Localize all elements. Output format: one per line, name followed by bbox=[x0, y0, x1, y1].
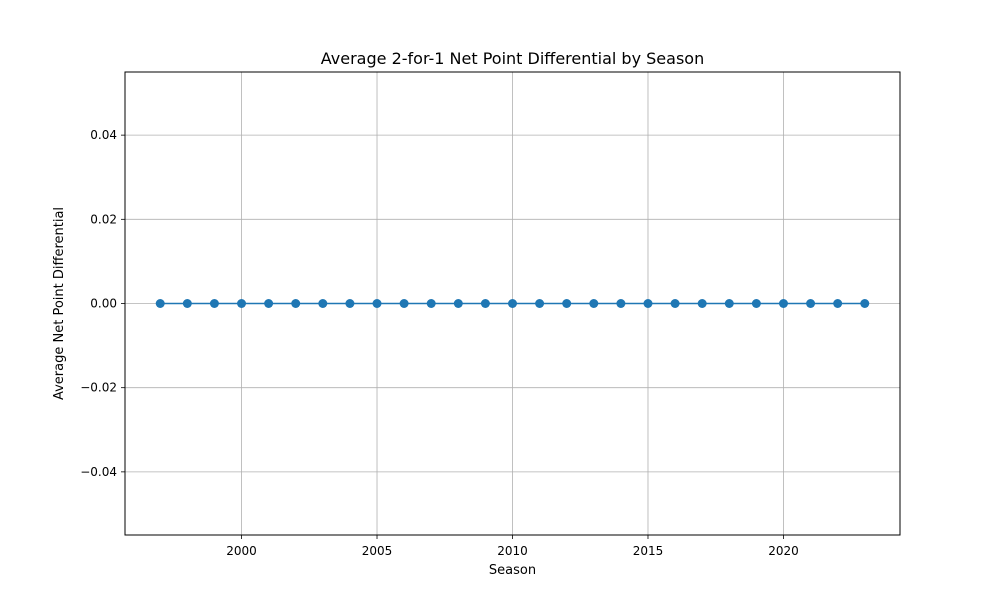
data-point bbox=[399, 299, 409, 308]
data-point bbox=[806, 299, 816, 308]
y-tick-label: 0.04 bbox=[90, 128, 117, 142]
data-point bbox=[751, 299, 761, 308]
data-point bbox=[345, 299, 355, 308]
data-point bbox=[724, 299, 734, 308]
chart-title: Average 2-for-1 Net Point Differential b… bbox=[321, 49, 704, 68]
data-point bbox=[589, 299, 599, 308]
axis-ticks: 2000 2005 2010 2015 2020 −0.04 −0.02 0.00 0.02 0.… bbox=[80, 128, 799, 558]
y-tick-label: 0.02 bbox=[90, 212, 117, 226]
y-tick-label: −0.04 bbox=[80, 465, 117, 479]
data-point bbox=[670, 299, 680, 308]
data-point bbox=[697, 299, 707, 308]
data-point bbox=[616, 299, 626, 308]
x-tick-label: 2000 bbox=[226, 544, 257, 558]
data-point bbox=[860, 299, 870, 308]
x-tick-label: 2020 bbox=[768, 544, 799, 558]
data-point bbox=[535, 299, 545, 308]
data-point bbox=[833, 299, 843, 308]
data-point bbox=[453, 299, 463, 308]
x-axis-label: Season bbox=[489, 563, 536, 578]
y-tick-label: −0.02 bbox=[80, 381, 117, 395]
data-point bbox=[155, 299, 165, 308]
y-axis-label: Average Net Point Differential bbox=[52, 207, 67, 400]
data-point bbox=[426, 299, 436, 308]
data-point bbox=[372, 299, 382, 308]
data-point bbox=[182, 299, 192, 308]
x-tick-label: 2015 bbox=[633, 544, 664, 558]
data-point bbox=[237, 299, 247, 308]
plot-frame bbox=[124, 71, 901, 536]
data-point bbox=[264, 299, 274, 308]
data-point bbox=[209, 299, 219, 308]
data-point bbox=[562, 299, 572, 308]
x-tick-label: 2005 bbox=[362, 544, 393, 558]
y-tick-label: 0.00 bbox=[90, 297, 117, 311]
series-group bbox=[155, 299, 870, 308]
data-point bbox=[291, 299, 301, 308]
data-point bbox=[480, 299, 490, 308]
x-tick-label: 2010 bbox=[497, 544, 528, 558]
data-point bbox=[318, 299, 328, 308]
data-point bbox=[778, 299, 788, 308]
data-point bbox=[508, 299, 517, 308]
data-point bbox=[643, 299, 653, 308]
